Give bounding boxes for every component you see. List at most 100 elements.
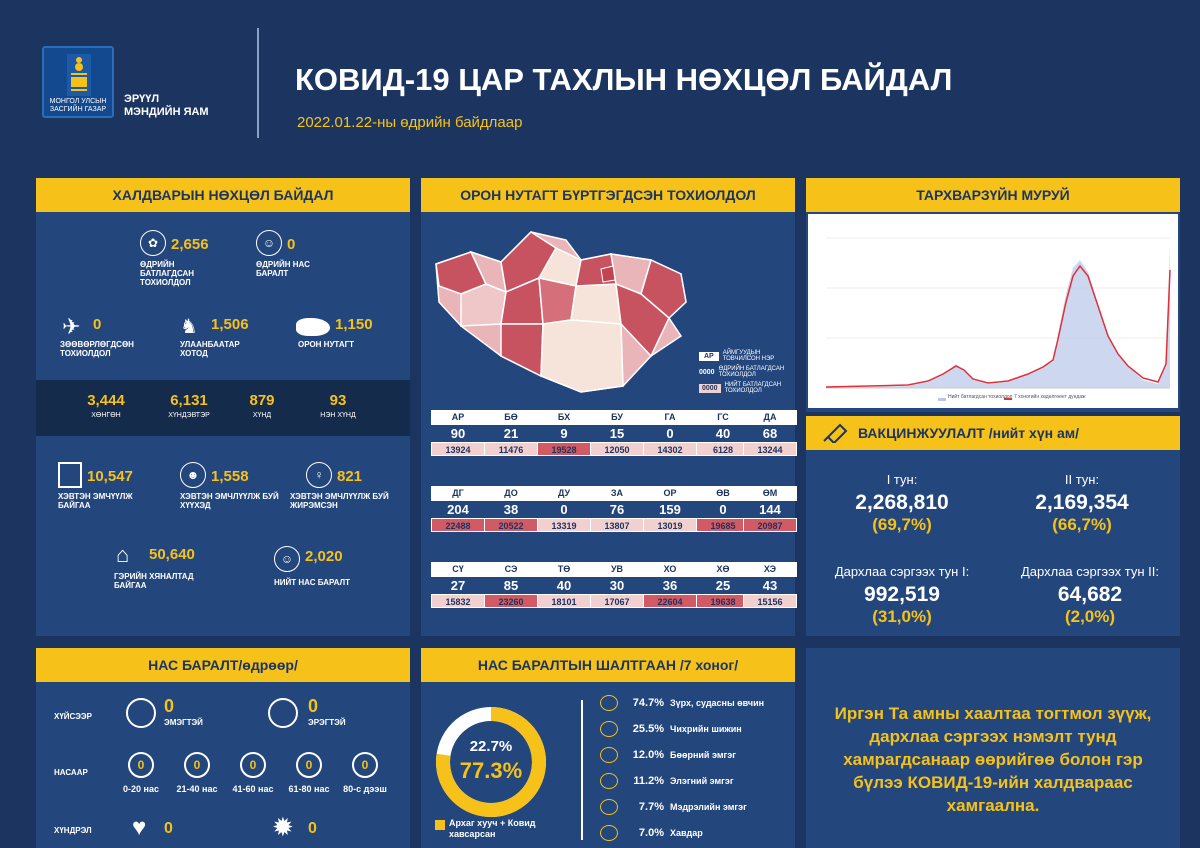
cause-name: Хавдар — [670, 828, 703, 838]
province-cell-ДУ: ДУ 0 13319 — [537, 486, 591, 532]
deaths-panel: НАС БАРАЛТ/өдрөөр/ ХҮЙСЭЭР 0 ЭМЭГТЭЙ 0 Э… — [36, 648, 410, 848]
infection-title: ХАЛДВАРЫН НӨХЦӨЛ БАЙДАЛ — [36, 178, 410, 212]
severity-row-label: ХҮНДРЭЛ — [54, 826, 92, 835]
province-code: ГС — [696, 410, 750, 425]
mild-label: ХӨНГӨН — [91, 412, 121, 419]
legend-total-text: НИЙТ БАТЛАГДСАН ТОХИОЛДОЛ — [724, 382, 782, 394]
organ-icon — [600, 799, 618, 815]
province-cell-БХ: БХ 9 19528 — [537, 410, 591, 456]
province-code: ӨМ — [743, 486, 797, 501]
pregnant-value: 821 — [337, 468, 363, 485]
total-deaths-value: 2,020 — [305, 548, 343, 565]
province-code: УВ — [590, 562, 644, 577]
province-total: 18101 — [537, 594, 591, 608]
province-cell-ТӨ: ТӨ 40 18101 — [537, 562, 591, 608]
age-group-label: 21-40 нас — [176, 784, 218, 794]
cause-pct: 11.2% — [633, 775, 664, 787]
children-label: ХЭВТЭН ЭМЧЛҮҮЛЖ БУЙ ХҮҮХЭД — [180, 492, 279, 510]
provinces-panel: ОРОН НУТАГТ БҮРТГЭГДСЭН ТОХИОЛДОЛ АР АЙМ… — [421, 178, 797, 636]
province-code: БУ — [590, 410, 644, 425]
province-code: АР — [431, 410, 485, 425]
province-cell-АР: АР 90 13924 — [431, 410, 485, 456]
vaccination-header: ВАКЦИНЖУУЛАЛТ /нийт хүн ам/ — [806, 416, 1180, 450]
daily-deaths-label: ӨДРИЙН НАС БАРАЛТ — [256, 260, 310, 278]
cause-row: 12.0% Бөөрний эмгэг — [600, 746, 736, 764]
severity-strip: 3,444 ХӨНГӨН 6,131 ХҮНДЭВТЭР 879 ХҮНД 93… — [36, 380, 410, 436]
dose1-value: 2,268,810 — [855, 491, 949, 514]
donut-legend-text: Архаг хууч + Ковид хавсарсан — [449, 818, 536, 839]
message-panel: Иргэн Та амны хаалтаа тогтмол зүүж, дарх… — [806, 648, 1180, 848]
causes-connector — [581, 700, 583, 840]
infection-panel: ХАЛДВАРЫН НӨХЦӨЛ БАЙДАЛ ✿ 2,656 ӨДРИЙН Б… — [36, 178, 410, 636]
epidemic-curve-chart: Нийт батлагдсан тохиолдол 7 хоногийн хөд… — [808, 214, 1178, 408]
severe-label: ХҮНД — [252, 412, 272, 419]
province-total: 19638 — [696, 594, 750, 608]
male-value: 0 — [308, 696, 319, 716]
province-total: 20522 — [484, 518, 538, 532]
province-daily: 21 — [503, 426, 519, 441]
province-total: 22604 — [643, 594, 697, 608]
booster2-label: Дархлаа сэргээх тун II: — [1021, 564, 1159, 579]
province-daily: 38 — [503, 502, 519, 517]
booster2-pct: (2,0%) — [1064, 607, 1116, 626]
province-total: 14302 — [643, 442, 697, 456]
province-cell-ДО: ДО 38 20522 — [484, 486, 538, 532]
city-statue-icon: ♞ — [180, 316, 198, 338]
mongolia-map-icon — [296, 318, 330, 336]
mild-value: 3,444 — [87, 392, 125, 409]
province-code: ТӨ — [537, 562, 591, 577]
province-total: 15156 — [743, 594, 797, 608]
header-divider — [257, 28, 259, 138]
cause-donut-chart — [436, 707, 546, 817]
province-total: 12050 — [590, 442, 644, 456]
female-value: 0 — [164, 696, 175, 716]
hospitalized-children: ☻ 1,558 — [180, 462, 249, 488]
map-legend: АР АЙМГУУДЫН ТОВЧИЛСОН НЭР 0000 ӨДРИЙН Б… — [699, 350, 789, 394]
donut-legend-swatch — [435, 820, 445, 830]
local-cases: 1,150 — [296, 314, 373, 336]
logo-org-name: МОНГОЛ УЛСЫН ЗАСГИЙН ГАЗАР — [49, 98, 107, 113]
organ-icon — [600, 825, 618, 841]
hospitalized-value: 10,547 — [87, 468, 133, 485]
local-value: 1,150 — [335, 316, 373, 333]
cause-pct: 12.0% — [632, 749, 664, 761]
header: МОНГОЛ УЛСЫН ЗАСГИЙН ГАЗАР ЭРҮҮЛ МЭНДИЙН… — [0, 0, 1200, 170]
sev1-value: 0 — [164, 820, 173, 837]
curve-legend-bar: Нийт батлагдсан тохиолдол — [948, 394, 1013, 400]
pregnant-woman-icon: ♀ — [306, 462, 332, 488]
province-cell-ДА: ДА 68 13244 — [743, 410, 797, 456]
virus-icon: ✹ — [272, 812, 294, 842]
province-total: 17067 — [590, 594, 644, 608]
mongolia-province-map — [435, 231, 687, 393]
province-cell-ОР: ОР 159 13019 — [643, 486, 697, 532]
booster1-value: 992,519 — [864, 583, 940, 606]
cause-row: 7.7% Мэдрэлийн эмгэг — [600, 798, 747, 816]
critical-value: 93 — [329, 392, 347, 409]
province-cell-ГА: ГА 0 14302 — [643, 410, 697, 456]
province-cell-ЗА: ЗА 76 13807 — [590, 486, 644, 532]
moderate-value: 6,131 — [170, 392, 208, 409]
organ-icon — [600, 721, 618, 737]
male-label: ЭРЭГТЭЙ — [308, 718, 346, 727]
province-cell-ХО: ХО 36 22604 — [643, 562, 697, 608]
hospital-icon — [58, 462, 82, 488]
home-care-label: ГЭРИЙН ХЯНАЛТАД БАЙГАА — [114, 572, 194, 590]
province-code: ДА — [743, 410, 797, 425]
province-total: 23260 — [484, 594, 538, 608]
legend-daily: 0000 ӨДРИЙН БАТЛАГДСАН ТОХИОЛДОЛ — [699, 366, 789, 378]
age-group-value: 0 — [352, 752, 378, 778]
province-daily: 0 — [719, 502, 727, 517]
age-group-value: 0 — [296, 752, 322, 778]
age-group-label: 61-80 нас — [288, 784, 330, 794]
curve-legend-line: 7 хоногийн хөдөлгөөнт дундаж — [1014, 394, 1086, 400]
gender-row-label: ХҮЙСЭЭР — [54, 712, 92, 721]
male-icon — [268, 698, 298, 728]
province-cell-БУ: БУ 15 12050 — [590, 410, 644, 456]
province-daily: 90 — [450, 426, 466, 441]
province-daily: 30 — [609, 578, 625, 593]
province-total: 13807 — [590, 518, 644, 532]
province-daily: 0 — [560, 502, 568, 517]
cause-name: Чихрийн шижин — [670, 724, 742, 734]
province-code: ДУ — [537, 486, 591, 501]
curve-panel: ТАРХВАРЗҮЙН МУРУЙ Нийт батлагдсан тохиол… — [806, 178, 1180, 412]
